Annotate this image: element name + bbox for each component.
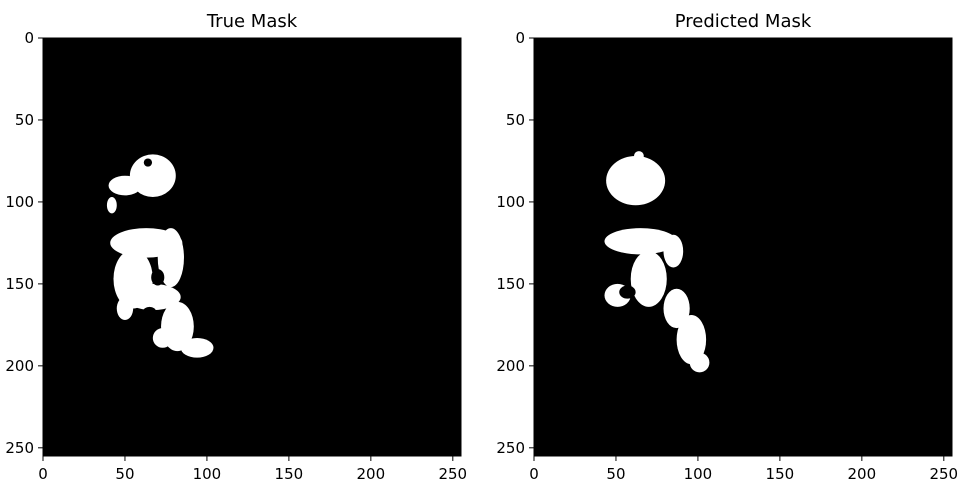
true-mask-mask-hole [151,269,165,286]
predicted-mask-image-background [534,38,952,456]
predicted-mask-x-tick-label: 50 [606,465,625,483]
predicted-mask-y-tick-label: 50 [506,111,525,129]
true-mask-mask-region [180,337,214,358]
true-mask-x-tick-label: 250 [438,465,467,483]
predicted-mask-mask-regions [604,151,710,373]
predicted-mask-mask-region [663,234,684,268]
true-mask-y-tick-label: 150 [5,275,34,293]
predicted-mask-mask-region [663,288,690,329]
predicted-mask-mask-hole [619,285,636,299]
predicted-mask-y-tick-label: 0 [515,29,525,47]
predicted-mask-mask-region [633,151,644,161]
predicted-mask-y-tick-label: 250 [496,439,525,457]
predicted-mask-mask-region [604,228,677,255]
true-mask-x-tick-label: 200 [357,465,386,483]
predicted-mask-y-tick-label: 100 [496,193,525,211]
true-mask-x-tick-label: 0 [38,465,48,483]
true-mask-mask-hole [143,158,153,167]
predicted-mask-x-tick-label: 100 [684,465,713,483]
predicted-mask-y-tick-label: 200 [496,357,525,375]
true-mask-mask-region [106,197,117,214]
predicted-mask-mask-region [676,315,707,365]
predicted-mask-axes-frame [533,37,953,457]
true-mask-y-tick-label: 250 [5,439,34,457]
true-mask-y-tick-label: 50 [15,111,34,129]
true-mask-y-tick-label: 100 [5,193,34,211]
predicted-mask-x-tick-label: 150 [766,465,795,483]
true-mask-mask-region [116,296,134,320]
predicted-mask-x-tick-label: 0 [529,465,539,483]
true-mask-x-tick-label: 50 [115,465,134,483]
true-mask-x-tick-label: 150 [275,465,304,483]
predicted-mask-mask-hole [619,256,630,266]
true-mask-x-tick-label: 100 [193,465,222,483]
predicted-mask-mask-region [630,251,667,307]
true-mask-mask-regions [106,154,214,358]
true-mask-y-tick-label: 200 [5,357,34,375]
predicted-mask-x-tick-label: 250 [929,465,958,483]
true-mask-mask-region [129,154,176,198]
true-mask-image-background [43,38,461,456]
predicted-mask-mask-region [606,156,666,206]
predicted-mask-y-tick-label: 150 [496,275,525,293]
predicted-mask-mask-region [689,352,710,373]
true-mask-mask-region [108,175,142,196]
true-mask-mask-region [157,228,184,288]
predicted-mask-title: Predicted Mask [675,11,812,32]
true-mask-y-tick-label: 0 [24,29,34,47]
true-mask-mask-hole [142,306,157,317]
true-mask-title: True Mask [206,11,298,32]
true-mask-mask-region [124,283,181,311]
true-mask-mask-region [152,328,173,348]
true-mask-mask-holes [142,158,165,317]
predicted-mask-x-tick-label: 200 [848,465,877,483]
predicted-mask-mask-holes [619,256,636,299]
true-mask-axes-frame [42,37,462,457]
